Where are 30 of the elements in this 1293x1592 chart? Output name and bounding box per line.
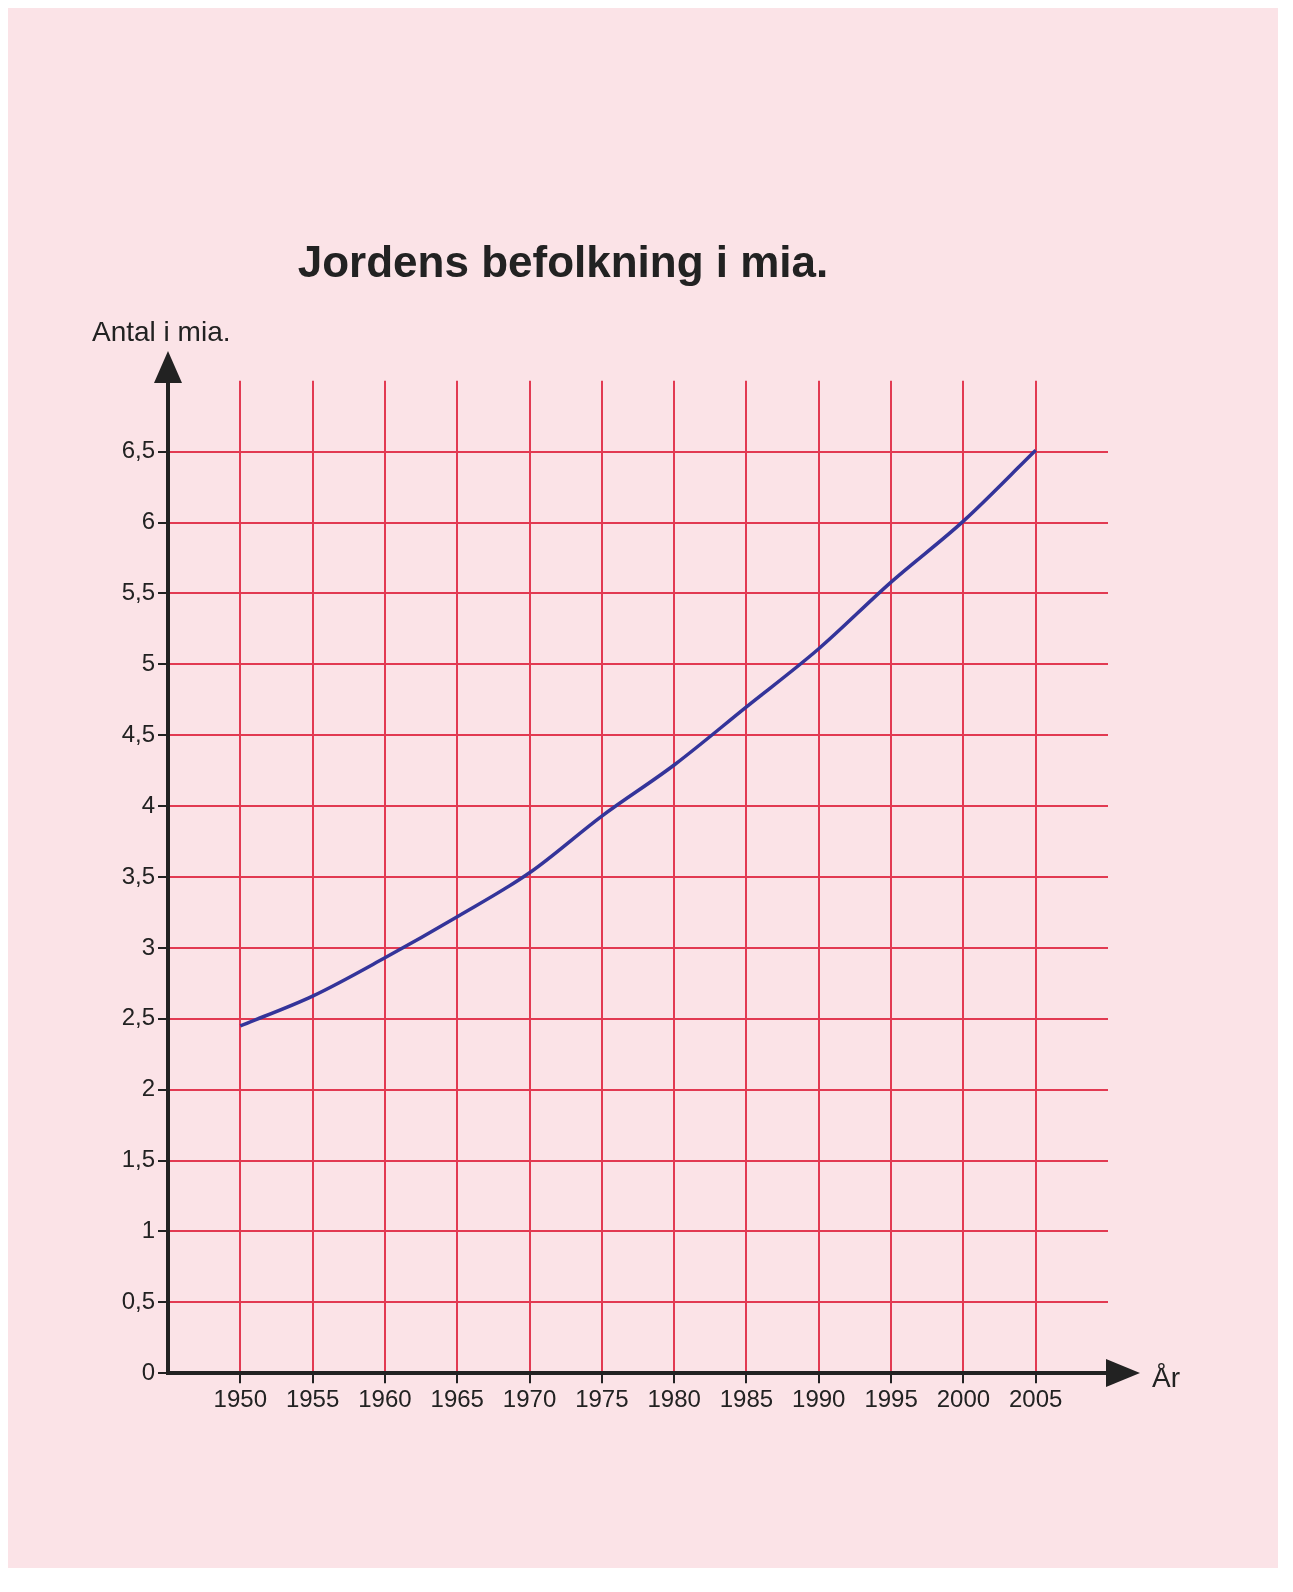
- y-tick-label: 1: [141, 1216, 155, 1244]
- x-tick-label: 1995: [864, 1385, 918, 1413]
- x-tick-label: 1985: [719, 1385, 774, 1413]
- y-tick-label: 3: [141, 932, 155, 960]
- y-axis-title: Antal i mia.: [92, 315, 231, 347]
- y-tick-label: 5,5: [121, 578, 155, 606]
- line-series: [238, 448, 1038, 1028]
- y-tick-label: 1,5: [121, 1145, 155, 1173]
- y-tick-label: 5: [141, 648, 155, 676]
- chart-title: Jordens befolkning i mia.: [297, 236, 829, 286]
- x-tick-label: 2005: [1009, 1385, 1063, 1413]
- y-tick-label: 2,5: [121, 1003, 155, 1031]
- x-tick-label: 1980: [647, 1385, 701, 1413]
- y-tick-label: 4: [141, 790, 155, 818]
- y-tick-label: 4,5: [121, 719, 155, 747]
- x-axis-title: År: [1152, 1362, 1180, 1394]
- y-tick-label: 0: [141, 1357, 155, 1385]
- y-tick-label: 0,5: [121, 1286, 155, 1314]
- y-tick-label: 2: [141, 1074, 155, 1102]
- x-tick-label: 1990: [792, 1385, 846, 1413]
- y-tick-label: 6: [141, 507, 155, 535]
- y-tick-label: 6,5: [121, 436, 155, 464]
- x-tick-label: 1975: [575, 1385, 629, 1413]
- x-tick-label: 2000: [936, 1385, 991, 1413]
- x-tick-label: 1960: [358, 1385, 412, 1413]
- y-tick-label: 3,5: [121, 861, 155, 889]
- x-tick-label: 1950: [213, 1385, 267, 1413]
- x-tick-label: 1965: [430, 1385, 484, 1413]
- x-tick-label: 1970: [502, 1385, 557, 1413]
- x-tick-label: 1955: [285, 1385, 340, 1413]
